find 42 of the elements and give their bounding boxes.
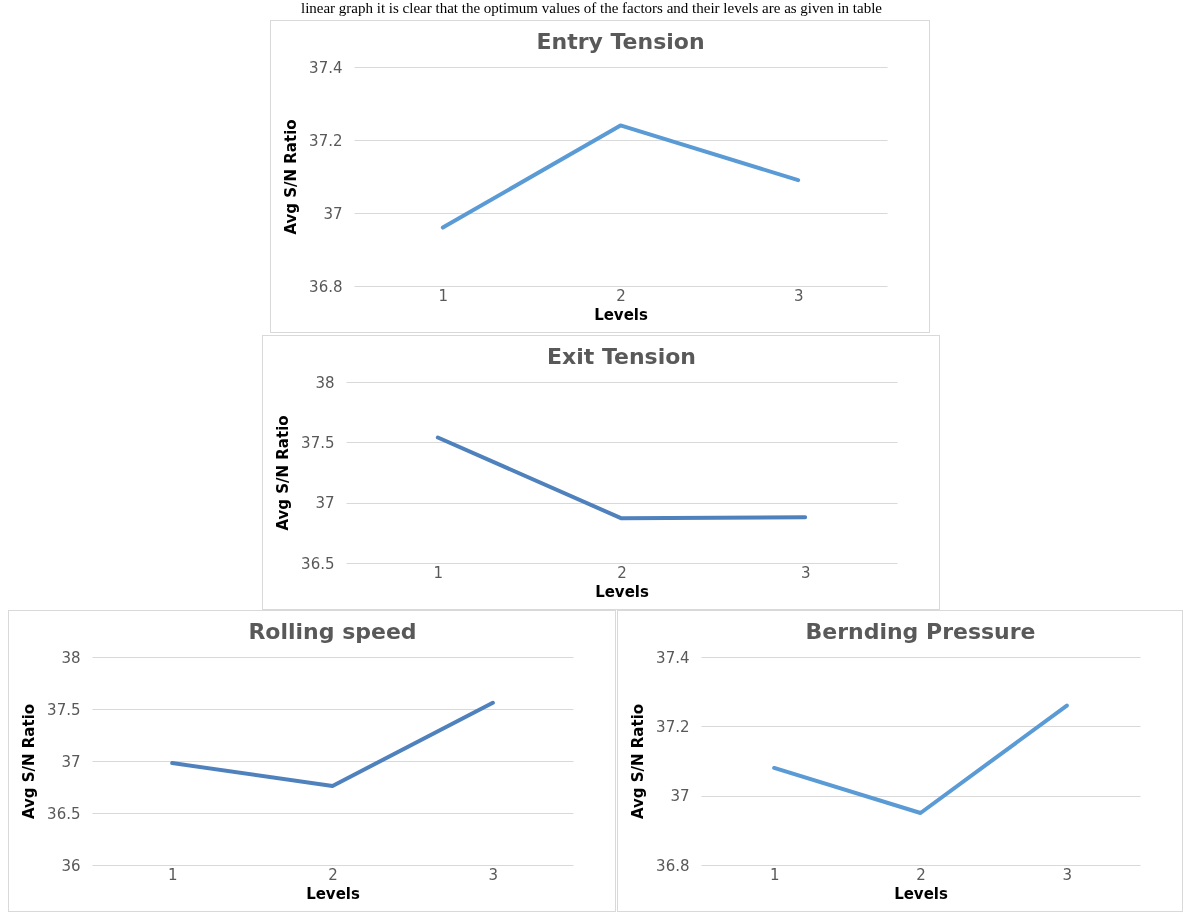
x-tick-label: 1 <box>438 286 449 305</box>
y-tick-label: 36.8 <box>309 277 343 296</box>
y-tick-label: 37 <box>670 787 690 806</box>
x-tick-label: 3 <box>488 865 499 884</box>
y-tick-label: 37.4 <box>309 58 343 77</box>
chart-title: Exit Tension <box>546 344 697 369</box>
x-tick-label: 2 <box>616 286 626 305</box>
x-tick-label: 1 <box>167 865 178 884</box>
y-tick-label: 38 <box>61 648 81 667</box>
x-tick-label: 3 <box>1062 865 1073 884</box>
y-tick-label: 37.5 <box>301 433 335 452</box>
y-tick-label: 36.5 <box>47 804 81 823</box>
y-tick-label: 37.4 <box>656 648 690 667</box>
y-tick-label: 36 <box>61 856 81 875</box>
x-axis-title: Levels <box>594 305 648 324</box>
y-tick-label: 37 <box>323 204 343 223</box>
x-axis-title: Levels <box>595 582 649 601</box>
x-tick-label: 1 <box>769 865 780 884</box>
y-tick-label: 38 <box>315 373 335 392</box>
text: linear graph it is clear that the optimum values of the factors and their levels are as given in table <box>299 0 883 17</box>
x-tick-label: 2 <box>916 865 926 884</box>
y-tick-label: 37 <box>315 494 335 513</box>
x-axis-title: Levels <box>894 884 948 903</box>
chart-title: Bernding Pressure <box>805 619 1036 644</box>
y-tick-label: 37.2 <box>309 131 343 150</box>
x-tick-label: 2 <box>328 865 338 884</box>
x-tick-label: 1 <box>433 563 444 582</box>
x-tick-label: 3 <box>800 563 811 582</box>
y-tick-label: 37.2 <box>656 717 690 736</box>
y-axis-title: Avg S/N Ratio <box>20 703 39 820</box>
y-tick-label: 37.5 <box>47 700 81 719</box>
x-axis-title: Levels <box>306 884 360 903</box>
x-tick-label: 2 <box>617 563 627 582</box>
x-tick-label: 3 <box>793 286 804 305</box>
y-tick-label: 36.8 <box>656 856 690 875</box>
y-axis-title: Avg S/N Ratio <box>629 703 648 820</box>
y-tick-label: 36.5 <box>301 554 335 573</box>
y-axis-title: Avg S/N Ratio <box>274 415 293 531</box>
chart-title: Rolling speed <box>248 619 417 644</box>
y-tick-label: 37 <box>61 752 81 771</box>
chart-title: Entry Tension <box>536 29 705 54</box>
y-axis-title: Avg S/N Ratio <box>282 119 301 235</box>
